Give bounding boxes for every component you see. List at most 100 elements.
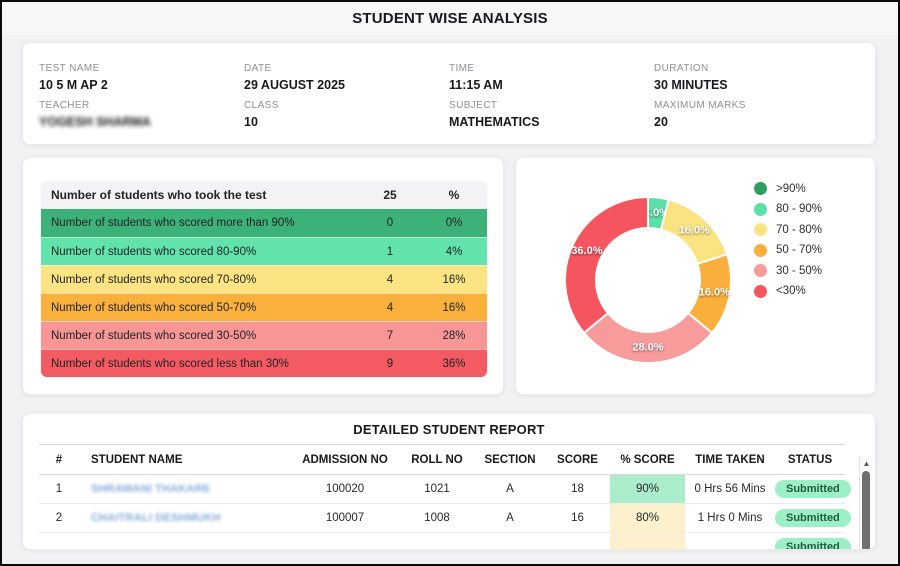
time-taken-cell: 1 Hrs 0 Mins: [685, 503, 775, 533]
distribution-row-label: Number of students who scored more than …: [51, 217, 295, 229]
pct-score-cell: 80%: [610, 503, 685, 533]
distribution-row-count: 7: [386, 329, 394, 342]
info-field: MAXIMUM MARKS 20: [654, 94, 859, 129]
detailed-report-card: DETAILED STUDENT REPORT # STUDENT NAME ADM…: [22, 413, 876, 550]
column-header-admission-no: ADMISSION NO: [291, 444, 399, 475]
test-info-grid: TEST NAME 10 5 M AP 2 DATE 29 AUGUST 2025 TI…: [39, 57, 859, 129]
legend-item[interactable]: >90%: [754, 182, 822, 195]
distribution-header-row: Number of students who took the test 25 …: [41, 181, 487, 209]
distribution-row-count: 4: [386, 301, 394, 314]
legend-label: 70 - 80%: [776, 223, 823, 236]
distribution-row: Number of students who scored 50-70% 4 16%: [41, 293, 487, 321]
info-field-value: 10 5 M AP 2: [39, 78, 108, 92]
pct-score-cell: [610, 532, 685, 549]
status-cell: Submitted: [775, 532, 851, 549]
distribution-row-label: Number of students who scored 70-80%: [51, 273, 257, 286]
info-field-label: TIME: [449, 63, 475, 74]
roll-no-cell: [399, 532, 475, 549]
admission-no-cell: 100020: [291, 474, 399, 504]
info-field-label: MAXIMUM MARKS: [654, 100, 746, 111]
info-field-label: DATE: [244, 63, 272, 74]
chart-legend: >90% 80 - 90% 70 - 80% 50 - 70% 30 - 50% <30%: [754, 182, 822, 298]
distribution-row-label: Number of students who scored less than …: [51, 357, 289, 370]
info-field: SUBJECT MATHEMATICS: [449, 94, 654, 129]
info-field-label: TEST NAME: [39, 63, 100, 74]
legend-dot-icon: [754, 202, 767, 216]
distribution-row: Number of students who scored less than …: [41, 349, 487, 377]
legend-item[interactable]: 30 - 50%: [754, 264, 822, 277]
legend-label: >90%: [776, 182, 806, 195]
row-index: 1: [39, 474, 79, 504]
student-name-cell: [79, 532, 291, 549]
distribution-row-pct: 16%: [442, 273, 466, 286]
report-title: DETAILED STUDENT REPORT: [353, 422, 545, 437]
column-header-section: SECTION: [475, 444, 545, 475]
legend-item[interactable]: 80 - 90%: [754, 202, 823, 216]
roll-no-cell: 1021: [399, 474, 475, 504]
donut-slice-label: 16.0%: [679, 225, 710, 237]
scrollbar-thumb[interactable]: [862, 471, 870, 549]
table-scrollbar[interactable]: ▲: [859, 456, 872, 549]
column-header-time-taken: TIME TAKEN: [685, 444, 775, 475]
info-field-value: 20: [654, 115, 668, 129]
section-cell: [475, 532, 545, 549]
table-row: 2 CHAITRALI DESHMUKH 100007 1008 A 16 80% 1 Hrs…: [39, 503, 851, 533]
student-report-table: # STUDENT NAME ADMISSION NO ROLL NO SECTION S…: [39, 444, 851, 549]
column-header-status: STATUS: [775, 444, 845, 475]
distribution-row-count: 4: [386, 273, 394, 286]
distribution-row-count: 9: [386, 357, 394, 370]
info-field-label: CLASS: [244, 100, 279, 111]
info-field: TIME 11:15 AM: [449, 57, 654, 92]
legend-label: 80 - 90%: [776, 203, 823, 215]
donut-slice--30-[interactable]: [564, 196, 649, 334]
legend-label: <30%: [776, 285, 806, 297]
time-taken-cell: 0 Hrs 56 Mins: [685, 474, 775, 504]
score-distribution-card: Number of students who took the test 25 …: [22, 157, 504, 395]
distribution-row-pct: 0%: [445, 217, 463, 229]
column-header-student-name: STUDENT NAME: [79, 444, 291, 475]
legend-item[interactable]: 70 - 80%: [754, 223, 822, 236]
table-row: 1 SHRAWANI THAKARE 100020 1021 A 18 90% 0 Hrs 5…: [39, 474, 851, 504]
distribution-header-count: 25: [383, 188, 397, 202]
info-field: TEST NAME 10 5 M AP 2: [39, 57, 244, 92]
column-header--score: % SCORE: [610, 444, 685, 475]
student-name-link[interactable]: SHRAWANI THAKARE: [91, 483, 211, 495]
student-name-link[interactable]: CHAITRALI DESHMUKH: [91, 512, 221, 524]
page-header: STUDENT WISE ANALYSIS: [2, 2, 898, 35]
status-badge: Submitted: [775, 509, 851, 527]
distribution-row-count: 0: [386, 217, 394, 229]
section-cell: A: [475, 474, 545, 504]
distribution-row: Number of students who scored more than …: [41, 209, 487, 237]
column-header--: #: [39, 444, 79, 475]
legend-item[interactable]: <30%: [754, 284, 822, 298]
column-header-roll-no: ROLL NO: [399, 444, 475, 475]
info-field-label: SUBJECT: [449, 100, 498, 111]
table-row: Submitted: [39, 532, 851, 549]
donut-chart: 4.0% 16.0% 16.0% 28.0% 36.0%: [564, 196, 732, 364]
donut-slice-label: 28.0%: [632, 341, 663, 353]
status-badge: Submitted: [775, 480, 851, 498]
distribution-row-pct: 16%: [442, 301, 466, 314]
status-cell: Submitted: [775, 503, 851, 533]
info-field-label: DURATION: [654, 63, 709, 74]
distribution-row-label: Number of students who scored 30-50%: [51, 329, 257, 342]
info-field-value: MATHEMATICS: [449, 115, 540, 129]
legend-dot-icon: [754, 284, 767, 298]
column-header-score: SCORE: [545, 444, 610, 475]
info-field-label: TEACHER: [39, 100, 90, 111]
distribution-row-pct: 28%: [442, 329, 466, 342]
score-donut-chart-card: 4.0% 16.0% 16.0% 28.0% 36.0% >90% 80 - 90% 70 …: [515, 157, 876, 395]
distribution-header-label: Number of students who took the test: [51, 188, 267, 202]
distribution-row-pct: 4%: [445, 245, 463, 258]
page-title: STUDENT WISE ANALYSIS: [352, 10, 548, 27]
score-cell: 16: [545, 503, 610, 533]
row-index: [39, 532, 79, 549]
distribution-row: Number of students who scored 80-90% 1 4%: [41, 237, 487, 265]
status-cell: Submitted: [775, 474, 851, 504]
teacher-name: YOGESH SHARMA: [39, 115, 151, 129]
scrollbar-up-arrow-icon[interactable]: ▲: [862, 459, 871, 468]
status-badge: Submitted: [775, 538, 851, 549]
donut-slice-30-50-[interactable]: [583, 312, 713, 364]
legend-item[interactable]: 50 - 70%: [754, 243, 822, 257]
info-field-value: 30 MINUTES: [654, 78, 728, 92]
